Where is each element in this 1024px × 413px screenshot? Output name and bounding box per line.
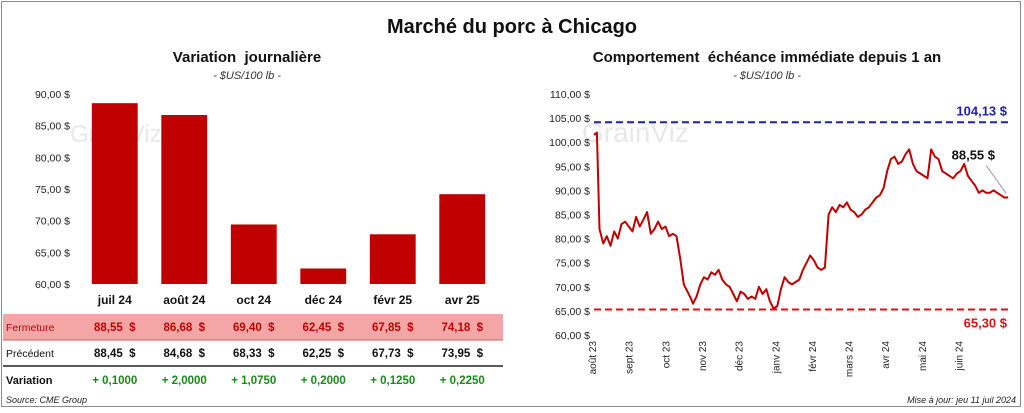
y-tick-label: 85,00 $ [35,121,70,133]
line-chart: 60,00 $ 65,00 $ 70,00 $ 75,00 $ 80,00 $ 85,00… [549,89,1010,377]
y-tick-label: 110,00 $ [550,89,590,101]
data-table: Fermeture 88,55 $ 86,68 $ 69,40 $ 62,45 $ 67,… [3,314,503,387]
table-cell: 62,25 $ [302,348,344,360]
update-note: Mise à jour: jeu 11 juil 2024 [907,395,1016,405]
x-tick-label: mai 24 [918,341,929,371]
fermeture-row-bg [3,314,503,340]
bar [230,224,277,284]
table-cell: 69,40 $ [233,322,275,334]
y-tick-label: 70,00 $ [555,282,590,294]
y-tick-label: 75,00 $ [555,258,590,270]
y-tick-label: 65,00 $ [35,247,70,259]
x-tick-label: juin 24 [955,341,966,372]
y-tick-label: 70,00 $ [35,216,70,228]
last-value-label: 88,55 $ [952,147,996,162]
x-tick-label: juil 24 [97,293,132,307]
table-cell: + 2,0000 [162,375,207,387]
bar [161,115,208,284]
bar [369,234,416,284]
bar-chart: 60,00 $ 65,00 $ 70,00 $ 75,00 $ 80,00 $ 85,00… [35,89,486,307]
y-tick-label: 60,00 $ [555,330,590,342]
bar [439,194,486,284]
chart-frame: GrainViz GrainViz Marché du porc à Chica… [1,1,1021,407]
right-chart-title: Comportement échéance immédiate depuis 1… [593,49,941,66]
source-note: Source: CME Group [6,395,87,405]
x-tick-label: déc 23 [735,341,746,371]
table-cell: + 0,1000 [92,375,137,387]
x-tick-label: avr 25 [445,293,480,307]
table-cell: + 0,1250 [370,375,415,387]
row-label: Fermeture [6,322,55,334]
y-tick-label: 65,00 $ [555,306,590,318]
y-tick-label: 80,00 $ [555,234,590,246]
table-cell: + 0,2250 [440,375,485,387]
bar [300,268,347,284]
main-title: Marché du porc à Chicago [387,16,637,38]
row-label: Précédent [6,348,54,360]
table-cell: 68,33 $ [233,348,275,360]
x-tick-label: sept 23 [625,341,636,374]
row-label: Variation [6,375,53,387]
table-cell: 67,73 $ [372,348,414,360]
table-cell: 88,45 $ [94,348,136,360]
x-tick-label: févr 24 [808,341,819,372]
table-cell: 84,68 $ [163,348,205,360]
x-tick-label: mars 24 [845,341,856,378]
y-tick-label: 95,00 $ [555,161,590,173]
x-tick-label: oct 23 [661,341,672,369]
min-label: 65,30 $ [964,315,1008,330]
table-cell: 88,55 $ [94,322,136,334]
y-tick-label: 80,00 $ [35,152,70,164]
y-tick-label: 75,00 $ [35,184,70,196]
table-cell: 67,85 $ [372,322,414,334]
x-tick-label: avr 24 [881,341,892,369]
x-tick-label: août 23 [588,341,599,375]
y-tick-label: 90,00 $ [555,185,590,197]
chart-canvas: GrainViz GrainViz Marché du porc à Chica… [3,16,1016,405]
table-cell: 86,68 $ [163,322,205,334]
y-tick-label: 60,00 $ [35,279,70,291]
y-tick-label: 100,00 $ [549,137,590,149]
bar [91,103,138,284]
y-tick-label: 90,00 $ [35,89,70,101]
x-tick-label: févr 25 [373,293,412,307]
x-tick-label: déc 24 [305,293,343,307]
table-cell: 73,95 $ [441,348,483,360]
right-chart-subtitle: - $US/100 lb - [733,70,801,82]
price-series-line [593,131,1009,310]
last-value-leader [985,165,1007,194]
table-cell: + 0,2000 [301,375,346,387]
table-cell: + 1,0750 [231,375,276,387]
y-tick-label: 85,00 $ [555,210,590,222]
table-cell: 74,18 $ [441,322,483,334]
table-cell: 62,45 $ [302,322,344,334]
x-tick-label: août 24 [163,293,205,307]
x-tick-label: nov 23 [698,341,709,371]
left-chart-title: Variation journalière [173,49,321,66]
x-tick-label: oct 24 [236,293,271,307]
x-tick-label: janv 24 [771,341,782,375]
left-chart-subtitle: - $US/100 lb - [213,70,281,82]
max-label: 104,13 $ [956,103,1007,118]
y-tick-label: 105,00 $ [549,113,590,125]
